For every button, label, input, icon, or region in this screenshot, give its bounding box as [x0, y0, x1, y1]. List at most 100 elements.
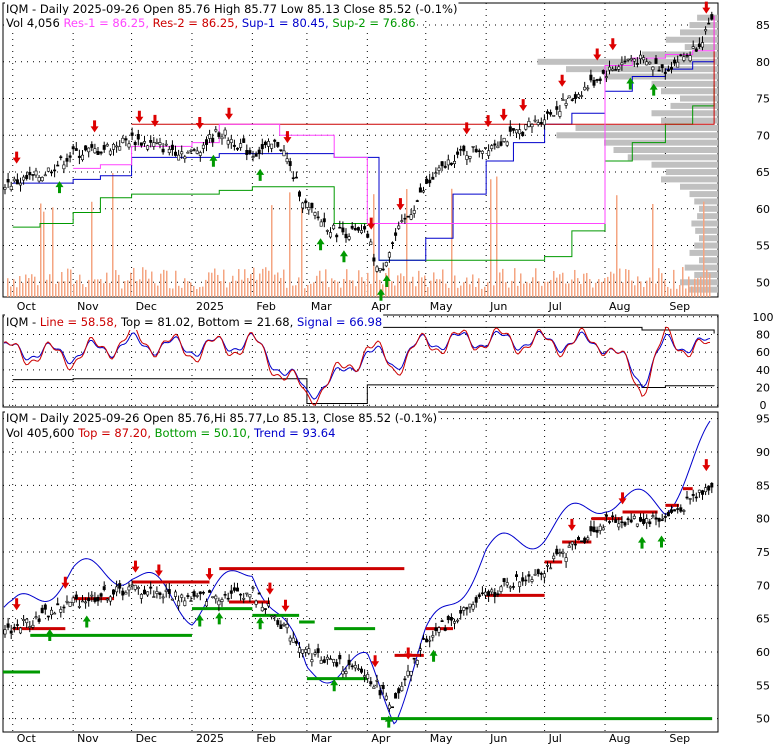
price-candle — [133, 584, 137, 590]
volume-bar — [568, 283, 570, 297]
price-candle — [34, 616, 38, 619]
price-candle — [514, 129, 518, 134]
buy-signal-arrow — [209, 154, 218, 167]
volume-bar — [259, 273, 261, 297]
price-candle — [236, 587, 240, 592]
price-candle — [502, 137, 506, 142]
price-candle — [260, 607, 264, 612]
price-candle — [226, 597, 230, 600]
top-legend-line1: IQM - Daily 2025-09-26 Open 85.76 High 8… — [6, 2, 457, 16]
volume-bar — [301, 207, 303, 297]
price-candle — [328, 232, 332, 238]
top-y-tick-label: 80 — [756, 56, 770, 69]
price-candle — [651, 66, 655, 71]
volume-bar — [103, 283, 105, 297]
sell-signal-arrow — [484, 115, 493, 128]
volume-bar — [559, 274, 561, 297]
price-candle — [676, 508, 680, 510]
price-candle — [561, 551, 565, 554]
middle-legend-part: Signal = 66.98 — [297, 315, 382, 329]
volume-bar — [307, 284, 309, 297]
price-candle — [198, 152, 202, 156]
price-candle — [127, 586, 131, 591]
price-candle — [642, 57, 646, 61]
price-candle — [347, 236, 351, 240]
price-candle — [567, 95, 571, 99]
volume-profile-bar — [694, 198, 718, 205]
x-axis-label: Apr — [371, 732, 391, 745]
price-candle — [710, 14, 714, 20]
price-candle — [214, 595, 218, 600]
price-candle — [446, 159, 450, 166]
price-candle — [291, 637, 295, 643]
volume-bar — [340, 287, 342, 297]
sup2-line — [12, 84, 715, 261]
volume-bar — [310, 283, 312, 297]
price-candle — [669, 67, 673, 70]
volume-bar — [355, 286, 357, 297]
volume-bar — [538, 281, 540, 297]
price-candle — [688, 498, 692, 500]
volume-bar — [679, 284, 681, 297]
price-candle — [592, 80, 596, 86]
price-candle — [25, 618, 29, 624]
volume-bar — [454, 275, 456, 297]
volume-bar — [331, 278, 333, 297]
price-candle — [363, 226, 367, 230]
price-candle — [511, 586, 515, 588]
buy-signal-arrow — [256, 617, 265, 630]
price-candle — [400, 220, 404, 222]
price-candle — [595, 529, 599, 533]
volume-profile-bar — [680, 279, 718, 286]
volume-bar — [427, 287, 429, 297]
price-candle — [676, 61, 680, 68]
price-candle — [539, 121, 543, 125]
price-candle — [589, 74, 593, 81]
volume-bar — [226, 287, 228, 297]
volume-bar — [319, 270, 321, 297]
volume-bar — [451, 188, 453, 297]
volume-bar — [16, 287, 18, 297]
volume-bar — [10, 286, 12, 297]
price-candle — [586, 537, 590, 541]
price-candle — [406, 215, 410, 218]
volume-bar — [556, 277, 558, 297]
price-candle — [87, 597, 91, 602]
price-candle — [508, 126, 512, 132]
price-candle — [530, 579, 534, 582]
volume-bar — [484, 286, 486, 297]
volume-bar — [706, 269, 708, 297]
volume-bar — [160, 273, 162, 297]
price-candle — [601, 527, 605, 531]
sell-signal-arrow — [404, 647, 413, 660]
top-legend-line2-bg — [5, 15, 417, 31]
bottom-y-tick-label: 70 — [756, 579, 770, 592]
price-candle — [186, 595, 190, 597]
price-candle — [642, 518, 646, 524]
top-y-tick-label: 60 — [756, 203, 770, 216]
price-candle — [90, 144, 94, 148]
price-candle — [28, 626, 32, 628]
volume-bar — [298, 277, 300, 297]
price-candle — [152, 142, 156, 147]
price-candle — [614, 519, 618, 523]
price-candle — [542, 119, 546, 126]
volume-bar — [274, 274, 276, 297]
x-axis-label: Jul — [548, 300, 562, 313]
price-candle — [68, 601, 72, 607]
price-candle — [462, 607, 466, 611]
volume-bar — [190, 282, 192, 297]
price-candle — [459, 610, 463, 614]
price-candle — [338, 226, 342, 229]
x-axis-label: May — [430, 732, 453, 745]
volume-bar — [205, 279, 207, 297]
volume-bar — [46, 279, 48, 297]
volume-bar — [61, 271, 63, 297]
price-candle — [77, 606, 81, 608]
price-candle — [576, 94, 580, 98]
price-candle — [205, 139, 209, 145]
price-candle — [325, 230, 329, 232]
price-candle — [3, 629, 7, 635]
price-candle — [291, 177, 295, 180]
price-candle — [614, 69, 618, 71]
